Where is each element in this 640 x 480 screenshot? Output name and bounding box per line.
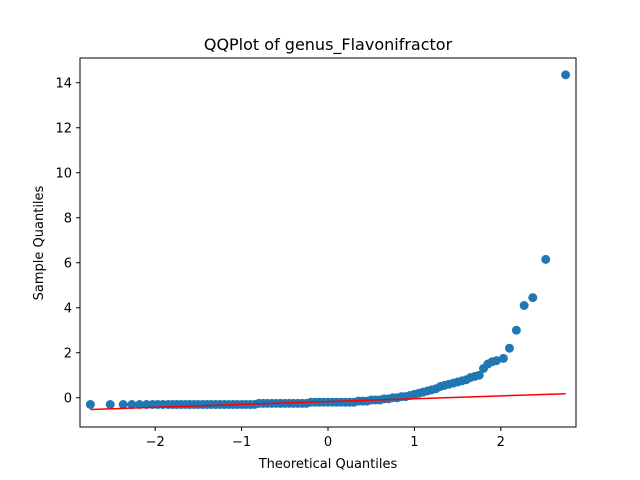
y-tick-label: 12 [55, 121, 72, 136]
y-tick-label: 0 [64, 391, 72, 406]
data-point [127, 400, 137, 409]
data-point [561, 70, 571, 80]
y-tick-label: 4 [64, 301, 72, 316]
data-point [519, 301, 529, 310]
y-tick-label: 10 [55, 166, 72, 181]
reference-line [90, 392, 566, 411]
y-tick-label: 8 [64, 211, 72, 226]
plot-frame [79, 57, 577, 428]
y-axis-label: Sample Quantiles [32, 185, 47, 300]
data-point [492, 356, 502, 366]
x-tick-label: −1 [232, 435, 251, 450]
data-point [504, 343, 514, 353]
reference-line-group [90, 392, 566, 411]
x-tick-label: 1 [410, 435, 418, 450]
data-point [511, 325, 521, 335]
y-tick-label: 6 [64, 256, 72, 271]
y-tick-label: 14 [55, 76, 72, 91]
x-axis-ticks: −2 −1 0 1 2 [146, 427, 505, 450]
x-tick-label: 2 [497, 435, 505, 450]
data-point [118, 400, 128, 409]
data-point [105, 400, 115, 409]
data-point [541, 254, 551, 264]
x-tick-label: −2 [146, 435, 165, 450]
y-axis-ticks: 0 2 4 6 8 10 12 14 [55, 76, 80, 406]
y-tick-label: 2 [64, 346, 72, 361]
x-axis-label: Theoretical Quantiles [258, 457, 398, 472]
data-point [85, 400, 95, 409]
data-points [85, 70, 571, 409]
data-point [528, 293, 538, 303]
data-point [135, 400, 145, 409]
data-point [474, 370, 484, 380]
data-point [498, 353, 508, 363]
chart-title: QQPlot of genus_Flavonifractor [204, 35, 453, 55]
x-tick-label: 0 [324, 435, 332, 450]
